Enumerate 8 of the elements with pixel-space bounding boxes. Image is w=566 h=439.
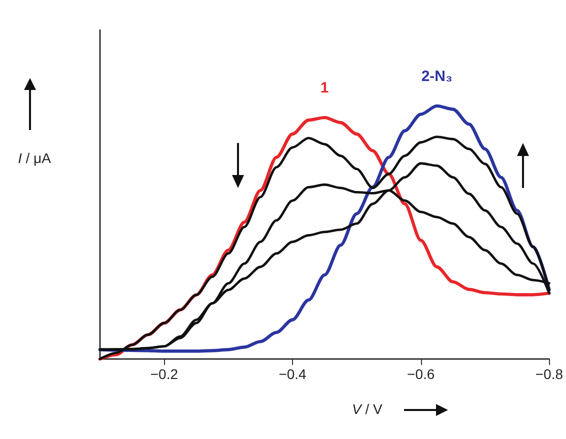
x-tick-label: −0.4 [278,366,307,382]
y-axis-title: I / μA [18,150,51,166]
series-label: 2-N₃ [421,68,452,85]
series-label: 1 [320,80,329,97]
x-axis-title: V / V [352,401,382,417]
x-tick-label: −0.8 [535,366,564,382]
x-tick-label: −0.6 [407,366,435,382]
x-tick-label: −0.2 [150,366,178,382]
